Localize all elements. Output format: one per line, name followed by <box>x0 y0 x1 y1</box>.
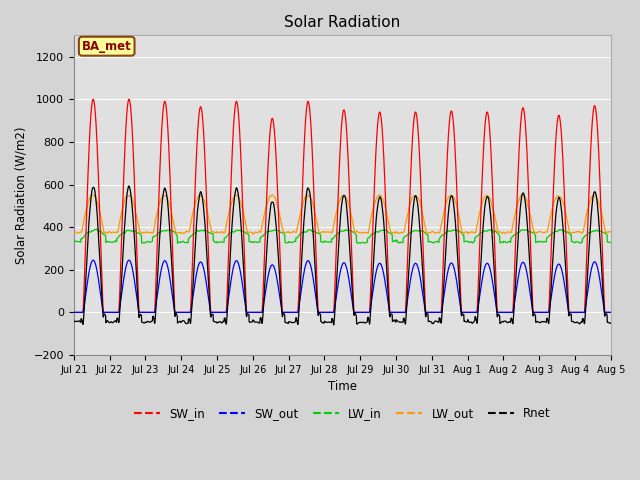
LW_out <box>70 229 77 235</box>
SW_out <box>499 310 506 315</box>
LW_in <box>220 239 228 245</box>
Rnet <box>358 320 366 325</box>
LW_out <box>358 229 365 235</box>
Text: BA_met: BA_met <box>82 40 132 53</box>
SW_out <box>358 310 365 315</box>
SW_out <box>607 310 614 315</box>
SW_in <box>575 310 582 315</box>
Rnet <box>607 321 614 326</box>
LW_out <box>560 202 568 208</box>
LW_in <box>358 240 366 245</box>
SW_out <box>575 310 582 315</box>
Line: Rnet: Rnet <box>74 186 611 325</box>
SW_out <box>370 284 378 290</box>
LW_out <box>249 231 257 237</box>
LW_in <box>93 227 100 232</box>
SW_in <box>220 310 228 315</box>
Rnet <box>70 319 77 325</box>
Rnet <box>125 183 133 189</box>
SW_in <box>358 310 365 315</box>
Rnet <box>499 319 506 324</box>
SW_in <box>607 310 614 315</box>
Y-axis label: Solar Radiation (W/m2): Solar Radiation (W/m2) <box>15 126 28 264</box>
LW_out <box>220 230 227 236</box>
SW_in <box>560 172 568 178</box>
LW_out <box>370 204 378 209</box>
LW_in <box>560 228 568 233</box>
SW_out <box>220 310 228 315</box>
X-axis label: Time: Time <box>328 380 356 393</box>
SW_out <box>560 276 568 281</box>
SW_in <box>370 207 378 213</box>
Legend: SW_in, SW_out, LW_in, LW_out, Rnet: SW_in, SW_out, LW_in, LW_out, Rnet <box>129 402 556 425</box>
Rnet <box>560 235 568 241</box>
Rnet <box>370 255 378 261</box>
LW_out <box>575 229 582 235</box>
SW_in <box>90 96 97 102</box>
Line: SW_in: SW_in <box>74 99 611 312</box>
LW_in <box>370 231 378 237</box>
LW_in <box>607 240 614 245</box>
Line: LW_out: LW_out <box>74 195 611 234</box>
LW_in <box>70 239 77 245</box>
SW_in <box>499 310 506 315</box>
LW_out <box>518 192 526 198</box>
SW_in <box>70 310 77 315</box>
Rnet <box>330 322 337 328</box>
LW_out <box>607 228 614 234</box>
SW_out <box>70 310 77 315</box>
Title: Solar Radiation: Solar Radiation <box>284 15 401 30</box>
LW_in <box>499 240 506 245</box>
LW_in <box>575 240 582 245</box>
LW_in <box>173 240 181 246</box>
LW_out <box>499 230 506 236</box>
Line: LW_in: LW_in <box>74 229 611 243</box>
Rnet <box>575 320 582 326</box>
SW_out <box>90 257 97 263</box>
Rnet <box>220 319 228 324</box>
Line: SW_out: SW_out <box>74 260 611 312</box>
